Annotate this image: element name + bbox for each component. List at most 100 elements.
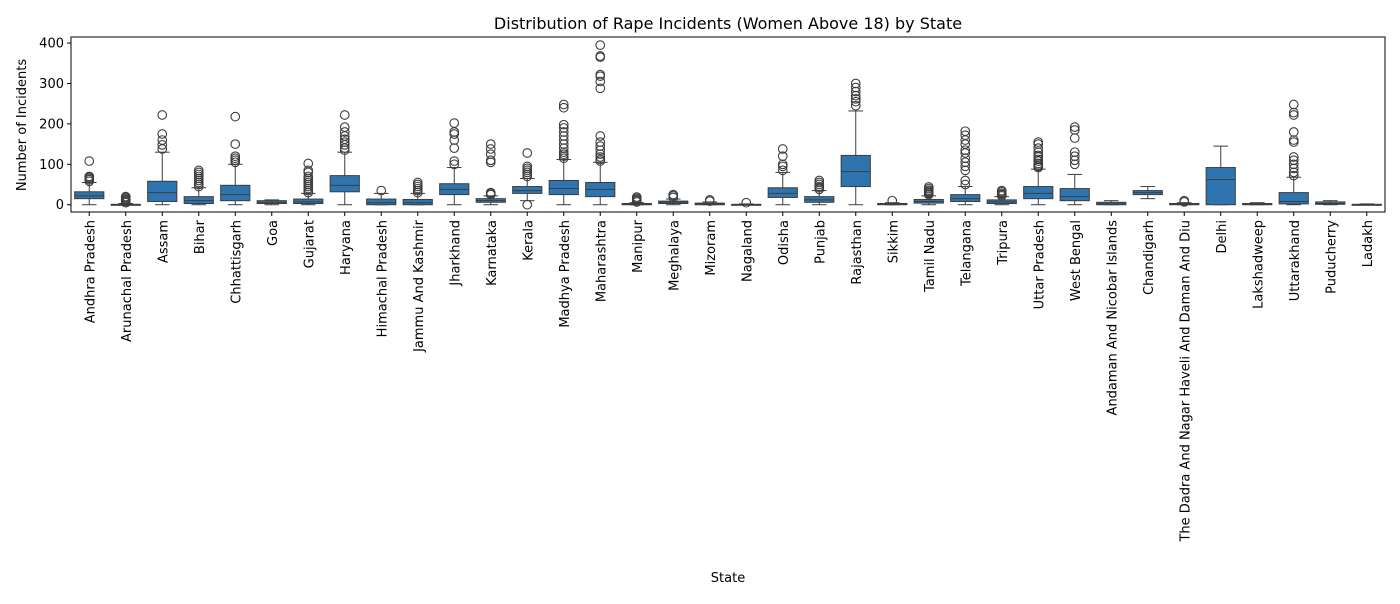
outlier-point	[485, 157, 496, 168]
iqr-box	[840, 154, 871, 188]
box-tripura	[986, 185, 1017, 206]
chart-title: Distribution of Rape Incidents (Women Ab…	[494, 14, 962, 33]
outlier-point	[777, 144, 788, 154]
box-plot-marks	[74, 40, 1382, 210]
box-odisha	[767, 144, 798, 206]
x-tick-label: Odisha	[777, 220, 792, 265]
outlier-point	[923, 182, 934, 192]
outlier-point	[558, 99, 569, 110]
outlier-point	[850, 78, 861, 89]
outlier-point	[157, 135, 168, 145]
outlier-point	[449, 127, 460, 137]
x-axis-label: State	[711, 571, 745, 586]
outlier-point	[1288, 110, 1299, 120]
iqr-box	[183, 196, 214, 205]
outlier-point	[1033, 143, 1044, 153]
iqr-box	[402, 198, 433, 206]
outlier-point	[595, 141, 606, 151]
iqr-box	[1278, 192, 1309, 205]
outlier-point	[412, 177, 423, 188]
outlier-point	[1033, 150, 1044, 161]
iqr-box	[1023, 186, 1054, 200]
outlier-point	[449, 143, 460, 153]
outlier-point	[303, 158, 314, 169]
outlier-point	[1069, 151, 1080, 162]
iqr-box	[147, 180, 178, 202]
outlier-point	[120, 191, 131, 202]
outlier-point	[1288, 135, 1299, 145]
iqr-box	[329, 175, 360, 193]
box-punjab	[804, 175, 835, 206]
x-tick-label: Lakshadweep	[1251, 220, 1266, 309]
outlier-point	[1069, 147, 1080, 158]
outlier-point	[960, 175, 971, 186]
y-tick-label: 100	[39, 158, 64, 173]
outlier-point	[303, 171, 314, 182]
box-arunachal-pradesh	[110, 191, 141, 208]
outlier-point	[595, 83, 606, 94]
iqr-box	[366, 198, 397, 206]
outlier-point	[303, 165, 314, 176]
outlier-point	[522, 161, 533, 172]
x-tick-label: Haryana	[339, 220, 354, 275]
x-tick-label: Jharkhand	[448, 220, 463, 287]
outlier-point	[850, 82, 861, 93]
x-tick-label: Telangana	[959, 220, 974, 287]
x-tick-label: Assam	[156, 220, 171, 263]
box-andaman-and-nicobar-islands	[1096, 200, 1127, 206]
outlier-point	[558, 127, 569, 137]
x-tick-label: Punjab	[813, 220, 828, 264]
box-west-bengal	[1059, 122, 1090, 206]
x-tick-label: West Bengal	[1069, 220, 1084, 301]
iqr-box	[950, 194, 981, 202]
x-tick-label: Ladakh	[1361, 220, 1376, 267]
outlier-point	[449, 129, 460, 139]
x-tick-label: Andaman And Nicobar Islands	[1105, 220, 1120, 416]
outlier-point	[595, 152, 606, 162]
outlier-point	[1288, 170, 1299, 181]
outlier-point	[631, 192, 642, 202]
box-goa	[256, 199, 287, 206]
outlier-point	[595, 131, 606, 141]
outlier-point	[595, 76, 606, 87]
outlier-point	[887, 195, 898, 206]
outlier-point	[850, 93, 861, 104]
box-bihar	[183, 165, 214, 206]
x-tick-label: Andhra Pradesh	[83, 220, 98, 323]
outlier-point	[1288, 159, 1299, 170]
x-tick-label: Puducherry	[1324, 220, 1339, 294]
outlier-point	[339, 127, 350, 137]
outlier-point	[449, 159, 460, 170]
x-tick-label: Arunachal Pradesh	[120, 220, 135, 342]
outlier-point	[960, 157, 971, 168]
outlier-point	[485, 144, 496, 154]
x-tick-label: Delhi	[1215, 220, 1230, 253]
box-madhya-pradesh	[548, 99, 579, 206]
outlier-point	[157, 140, 168, 150]
x-tick-label: Tamil Nadu	[923, 220, 938, 293]
outlier-point	[1069, 122, 1080, 132]
outlier-point	[485, 187, 496, 198]
box-maharashtra	[585, 40, 616, 206]
iqr-box	[293, 198, 324, 205]
outlier-point	[814, 175, 825, 186]
outlier-point	[84, 171, 95, 182]
outlier-point	[558, 123, 569, 133]
y-tick-label: 400	[39, 37, 64, 52]
outlier-point	[485, 149, 496, 160]
iqr-box	[74, 191, 105, 200]
x-tick-label: Jammu And Kashmir	[412, 219, 427, 353]
outlier-point	[1179, 195, 1190, 206]
outlier-point	[595, 154, 606, 165]
outlier-point	[376, 185, 387, 196]
outlier-point	[230, 139, 241, 149]
outlier-point	[522, 148, 533, 158]
box-jharkhand	[439, 118, 470, 206]
x-tick-label: Uttar Pradesh	[1032, 220, 1047, 309]
outlier-point	[704, 195, 715, 205]
x-tick-label: Maharashtra	[594, 220, 609, 302]
x-axis: Andhra Pradesh Arunachal Pradesh Assam Biha…	[83, 212, 1376, 543]
x-tick-label: Mizoram	[704, 220, 719, 276]
outlier-point	[449, 118, 460, 128]
